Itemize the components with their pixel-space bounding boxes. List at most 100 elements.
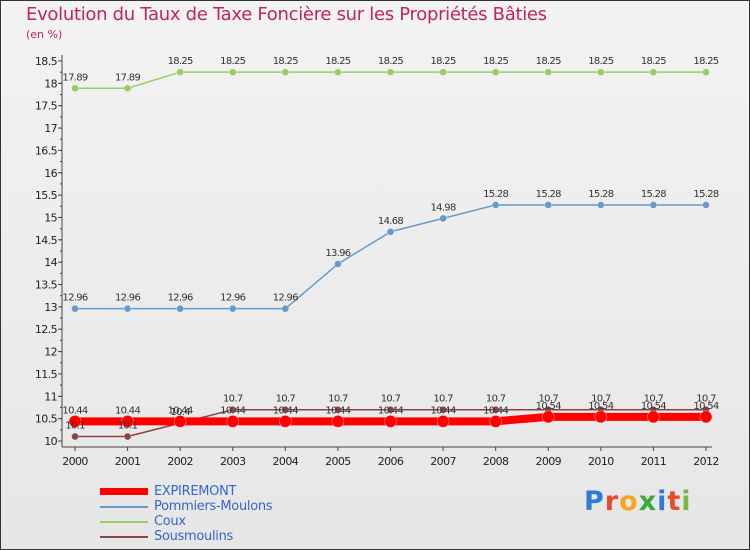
data-label-coux: 18.25	[168, 56, 193, 67]
data-label-sousmoulins: 10.1	[65, 421, 85, 432]
data-point-sousmoulins	[71, 432, 79, 441]
data-point-coux	[439, 68, 447, 76]
x-tick-label: 2011	[641, 455, 667, 468]
data-point-expiremont	[279, 415, 292, 428]
data-point-pommiers-moulons	[176, 304, 184, 313]
data-point-pommiers-moulons	[228, 304, 237, 313]
data-point-sousmoulins	[123, 432, 132, 441]
y-tick-label: 13	[44, 301, 57, 314]
y-tick-label: 14.5	[35, 234, 58, 247]
data-label-sousmoulins: 10.7	[223, 394, 243, 405]
y-tick-label: 14	[44, 256, 57, 269]
unit-label: (en %)	[26, 28, 63, 41]
data-label-pommiers-moulons: 15.28	[483, 189, 508, 200]
data-label-sousmoulins: 10.7	[328, 394, 348, 405]
data-point-coux	[281, 68, 290, 76]
data-label-expiremont: 10.54	[536, 401, 561, 412]
chart-title: Evolution du Taux de Taxe Foncière sur l…	[26, 4, 547, 25]
y-tick-label: 16.5	[35, 144, 58, 157]
data-label-coux: 17.89	[62, 72, 87, 83]
data-label-pommiers-moulons: 15.28	[588, 189, 613, 200]
data-point-pommiers-moulons	[491, 201, 500, 209]
data-point-pommiers-moulons	[281, 304, 290, 313]
logo-letter: x	[638, 486, 658, 517]
data-point-pommiers-moulons	[597, 201, 605, 209]
x-tick-label: 2004	[273, 455, 299, 468]
data-point-coux	[71, 84, 79, 93]
y-tick-label: 11.5	[35, 368, 58, 381]
data-point-pommiers-moulons	[439, 214, 447, 223]
data-point-coux	[386, 68, 395, 76]
legend-label-coux: Coux	[154, 514, 186, 529]
data-label-coux: 18.25	[641, 56, 666, 67]
data-label-sousmoulins: 10.7	[644, 394, 664, 405]
legend-swatch-pommiers-moulons	[100, 506, 148, 508]
y-tick-label: 11	[44, 390, 57, 403]
data-label-expiremont: 10.54	[693, 401, 718, 412]
legend-label-sousmoulins: Sousmoulins	[154, 529, 234, 544]
data-point-pommiers-moulons	[123, 304, 132, 313]
data-point-sousmoulins	[386, 405, 395, 414]
x-tick-label: 2009	[535, 455, 561, 468]
data-label-coux: 18.25	[483, 56, 508, 67]
logo-letter: o	[619, 486, 639, 517]
data-label-expiremont: 10.44	[62, 405, 87, 416]
data-label-sousmoulins: 10.7	[696, 394, 716, 405]
data-label-pommiers-moulons: 12.96	[62, 293, 87, 304]
data-point-sousmoulins	[439, 405, 447, 414]
data-point-coux	[544, 68, 553, 76]
y-tick-label: 10	[44, 435, 57, 448]
data-point-sousmoulins	[281, 405, 290, 414]
data-point-pommiers-moulons	[544, 201, 553, 209]
y-tick-label: 16	[44, 167, 57, 180]
x-tick-label: 2000	[62, 455, 88, 468]
data-label-sousmoulins: 10.7	[381, 394, 401, 405]
data-point-sousmoulins	[228, 405, 237, 414]
data-point-expiremont	[647, 410, 660, 424]
legend-swatch-coux	[100, 521, 148, 523]
data-label-coux: 18.25	[325, 56, 350, 67]
y-tick-label: 15.5	[35, 189, 58, 202]
data-point-expiremont	[384, 415, 397, 428]
data-point-expiremont	[121, 415, 134, 428]
data-label-sousmoulins: 10.4	[170, 407, 190, 418]
legend-label-expiremont: EXPIREMONT	[154, 484, 237, 499]
data-label-expiremont: 10.44	[115, 405, 140, 416]
data-label-expiremont: 10.44	[431, 405, 456, 416]
data-point-expiremont	[699, 410, 713, 424]
data-label-sousmoulins: 10.7	[591, 394, 611, 405]
data-label-sousmoulins: 10.1	[118, 421, 138, 432]
data-point-expiremont	[541, 410, 555, 424]
data-label-pommiers-moulons: 12.96	[168, 293, 193, 304]
data-label-pommiers-moulons: 13.96	[325, 248, 350, 259]
y-tick-label: 17	[44, 122, 57, 135]
x-tick-label: 2005	[325, 455, 351, 468]
data-point-expiremont	[489, 415, 502, 428]
data-point-coux	[228, 68, 237, 76]
logo-letter: P	[584, 486, 605, 517]
data-label-coux: 18.25	[220, 56, 245, 67]
logo-letter: r	[604, 486, 620, 517]
data-point-expiremont	[331, 415, 345, 428]
data-label-sousmoulins: 10.7	[276, 394, 296, 405]
data-point-coux	[649, 68, 658, 76]
data-label-coux: 18.25	[693, 56, 718, 67]
data-label-sousmoulins: 10.7	[433, 394, 453, 405]
logo-letter: i	[657, 486, 668, 517]
data-point-sousmoulins	[334, 405, 342, 414]
data-point-expiremont	[173, 415, 187, 428]
data-point-pommiers-moulons	[702, 201, 710, 209]
data-point-coux	[597, 68, 605, 76]
data-point-pommiers-moulons	[649, 201, 658, 209]
data-point-pommiers-moulons	[386, 227, 395, 236]
data-label-expiremont: 10.54	[588, 401, 613, 412]
data-label-expiremont: 10.44	[273, 405, 298, 416]
y-tick-label: 13.5	[35, 279, 58, 292]
x-tick-label: 2008	[483, 455, 509, 468]
logo-letter: i	[681, 486, 692, 517]
data-label-pommiers-moulons: 15.28	[693, 189, 718, 200]
data-label-coux: 17.89	[115, 72, 140, 83]
legend-label-pommiers-moulons: Pommiers-Moulons	[154, 499, 273, 514]
